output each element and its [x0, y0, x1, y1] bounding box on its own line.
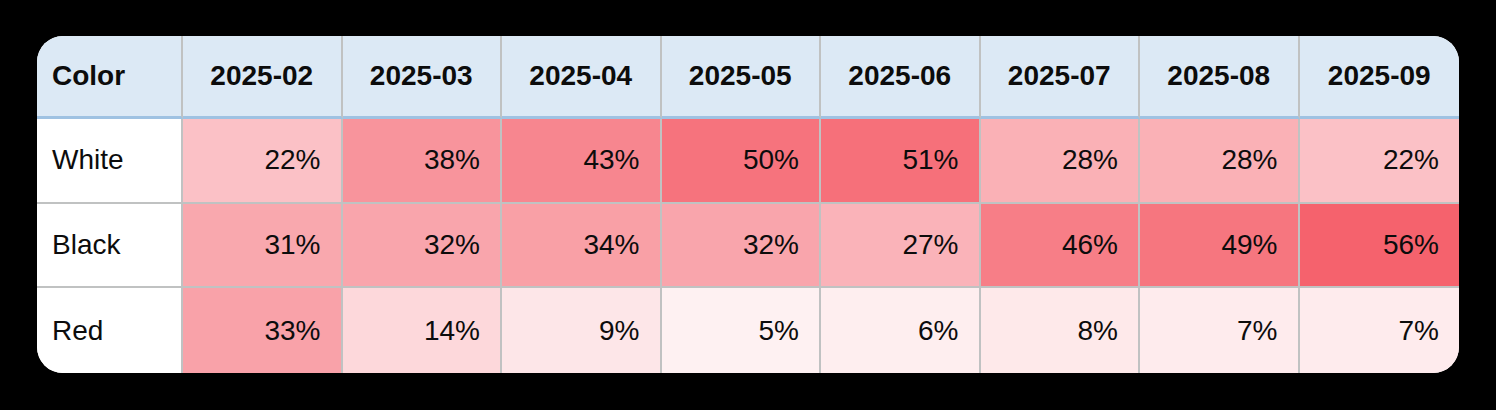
corner-header-color: Color — [37, 36, 183, 119]
heat-cell-black-2025-04: 34% — [502, 204, 662, 289]
heatmap-table-card: Color2025-022025-032025-042025-052025-06… — [37, 36, 1459, 373]
column-header-2025-02: 2025-02 — [183, 36, 343, 119]
heat-cell-black-2025-05: 32% — [662, 204, 822, 289]
column-header-2025-05: 2025-05 — [662, 36, 822, 119]
row-label-red: Red — [37, 288, 183, 373]
heat-cell-red-2025-04: 9% — [502, 288, 662, 373]
heat-cell-white-2025-09: 22% — [1300, 119, 1460, 204]
heat-cell-white-2025-02: 22% — [183, 119, 343, 204]
heat-cell-black-2025-09: 56% — [1300, 204, 1460, 289]
column-header-2025-06: 2025-06 — [821, 36, 981, 119]
heat-cell-red-2025-03: 14% — [343, 288, 503, 373]
column-header-2025-08: 2025-08 — [1140, 36, 1300, 119]
row-label-black: Black — [37, 204, 183, 289]
heat-cell-red-2025-05: 5% — [662, 288, 822, 373]
heat-cell-red-2025-06: 6% — [821, 288, 981, 373]
heat-cell-red-2025-02: 33% — [183, 288, 343, 373]
heat-cell-white-2025-08: 28% — [1140, 119, 1300, 204]
heat-cell-red-2025-08: 7% — [1140, 288, 1300, 373]
heat-cell-white-2025-04: 43% — [502, 119, 662, 204]
column-header-2025-07: 2025-07 — [981, 36, 1141, 119]
column-header-2025-04: 2025-04 — [502, 36, 662, 119]
heat-cell-red-2025-09: 7% — [1300, 288, 1460, 373]
column-header-2025-09: 2025-09 — [1300, 36, 1460, 119]
heat-cell-white-2025-03: 38% — [343, 119, 503, 204]
heat-cell-red-2025-07: 8% — [981, 288, 1141, 373]
heat-cell-black-2025-03: 32% — [343, 204, 503, 289]
heat-cell-white-2025-07: 28% — [981, 119, 1141, 204]
heat-cell-black-2025-07: 46% — [981, 204, 1141, 289]
heat-cell-white-2025-05: 50% — [662, 119, 822, 204]
heat-cell-black-2025-02: 31% — [183, 204, 343, 289]
heatmap-table: Color2025-022025-032025-042025-052025-06… — [37, 36, 1459, 373]
row-label-white: White — [37, 119, 183, 204]
heat-cell-black-2025-08: 49% — [1140, 204, 1300, 289]
heat-cell-black-2025-06: 27% — [821, 204, 981, 289]
heat-cell-white-2025-06: 51% — [821, 119, 981, 204]
column-header-2025-03: 2025-03 — [343, 36, 503, 119]
